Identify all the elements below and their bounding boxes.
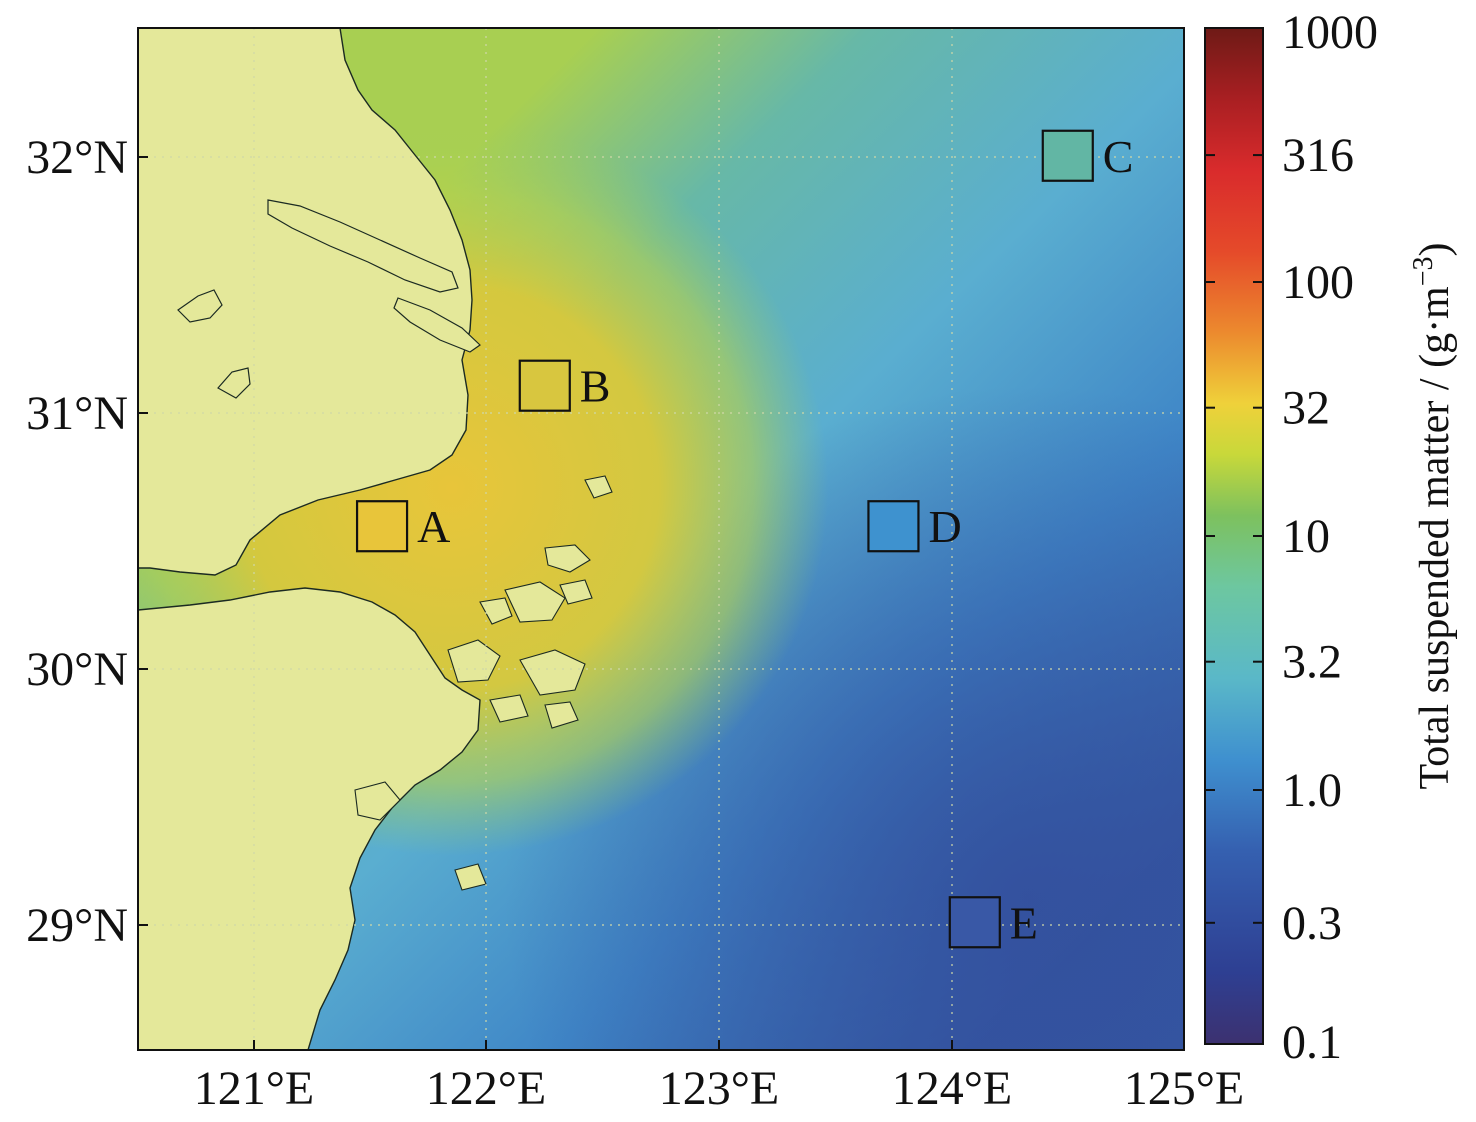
- site-label-b: B: [580, 361, 611, 412]
- chongming-island: [267, 199, 459, 293]
- colorbar: 0.1 0.3 1.0 3.2 10 32 100 316 1000 Total suspend…: [1204, 6, 1458, 1069]
- lake-island: [177, 289, 223, 323]
- colorbar-tick-label: 100: [1282, 256, 1354, 309]
- lon-tick-label: 124°E: [892, 1062, 1013, 1115]
- colorbar-title-exponent: −3: [1408, 256, 1439, 286]
- zhoushan-islands: [354, 475, 613, 891]
- lat-tick-label: 31°N: [26, 387, 128, 440]
- lake-island-2: [217, 367, 251, 399]
- colorbar-tick-label: 316: [1282, 129, 1354, 182]
- colorbar-tick-label: 3.2: [1282, 636, 1342, 689]
- colorbar-title: Total suspended matter / (g·m−3): [1408, 242, 1458, 789]
- map-panel: [138, 28, 1184, 1050]
- site-label-a: A: [417, 501, 450, 552]
- latitude-axis: 32°N 31°N 30°N 29°N: [26, 131, 148, 952]
- longitude-axis: 121°E 122°E 123°E 124°E 125°E: [194, 1040, 1245, 1115]
- colorbar-tick-label: 1.0: [1282, 764, 1342, 817]
- lat-tick-label: 32°N: [26, 131, 128, 184]
- map-frame: [137, 27, 1185, 1051]
- lon-tick-label: 121°E: [194, 1062, 315, 1115]
- mainland: [138, 28, 473, 576]
- lat-tick-label: 30°N: [26, 643, 128, 696]
- site-box-a: [355, 500, 409, 553]
- colorbar-tick-label: 0.1: [1282, 1016, 1342, 1069]
- colorbar-tick-label: 32: [1282, 382, 1330, 435]
- site-box-b: [518, 359, 571, 412]
- lon-tick-label: 123°E: [659, 1062, 780, 1115]
- colorbar-title-close: ): [1412, 242, 1458, 256]
- lat-tick-label: 29°N: [26, 899, 128, 952]
- mainland-south: [138, 587, 481, 1050]
- colorbar-tick-label: 0.3: [1282, 897, 1342, 950]
- site-markers-layer: [355, 129, 1094, 949]
- lon-tick-label: 125°E: [1124, 1062, 1245, 1115]
- site-label-d: D: [928, 501, 961, 552]
- site-box-c: [1041, 129, 1094, 182]
- site-label-c: C: [1103, 131, 1134, 182]
- colorbar-ticks: 0.1 0.3 1.0 3.2 10 32 100 316 1000: [1205, 6, 1378, 1069]
- colorbar-tick-label: 10: [1282, 510, 1330, 563]
- hengsha-island: [393, 297, 481, 353]
- lon-tick-label: 122°E: [426, 1062, 547, 1115]
- site-box-e: [948, 896, 1001, 949]
- site-box-d: [867, 500, 920, 553]
- colorbar-tick-label: 1000: [1282, 6, 1378, 59]
- site-label-e: E: [1010, 897, 1038, 948]
